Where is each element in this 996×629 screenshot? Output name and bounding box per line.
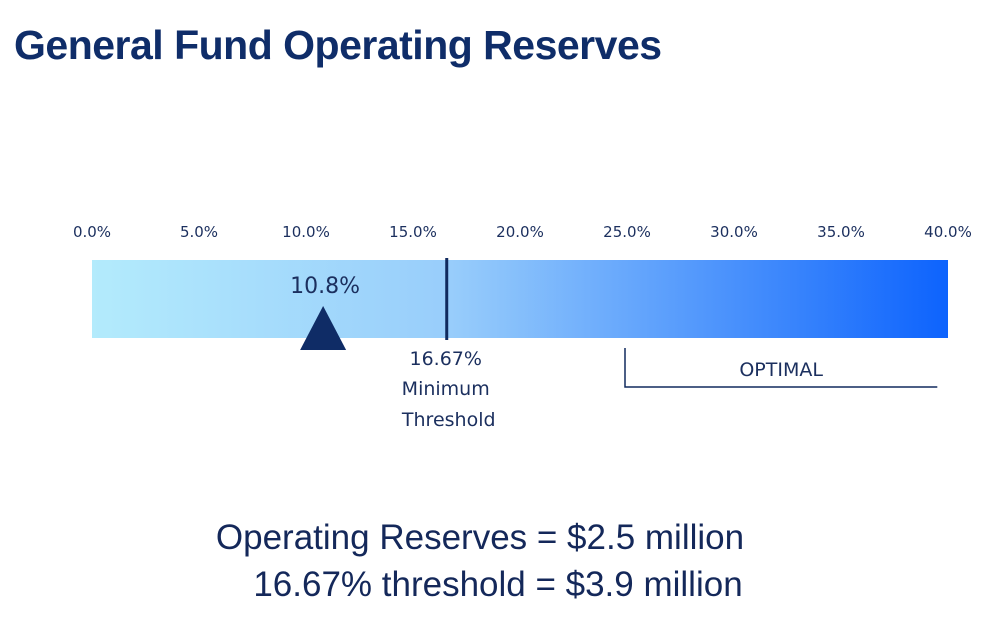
tick-label: 35.0% [817,223,865,241]
tick-label: 15.0% [389,223,437,241]
tick-label: 40.0% [924,223,972,241]
threshold-label: 16.67% Minimum Threshold [401,348,496,431]
tick-label: 25.0% [603,223,651,241]
optimal-range-bracket [624,348,938,388]
current-value-label: 10.8% [290,274,360,299]
summary-line-1: Operating Reserves = $2.5 million [215,518,745,557]
tick-label: 20.0% [496,223,544,241]
tick-label: 30.0% [710,223,758,241]
tick-label: 5.0% [180,223,218,241]
summary-line-2: 16.67% threshold = $3.9 million [253,565,743,604]
tick-label: 10.0% [282,223,330,241]
optimal-label: OPTIMAL [739,359,823,381]
tick-label: 0.0% [73,223,111,241]
reserves-gauge-chart: 0.0% 5.0% 10.0% 15.0% 20.0% 25.0% 30.0% 35.0% 40… [73,223,972,431]
current-value-marker [300,306,347,350]
gauge-bar [92,260,948,338]
page-title: General Fund Operating Reserves [14,22,662,68]
